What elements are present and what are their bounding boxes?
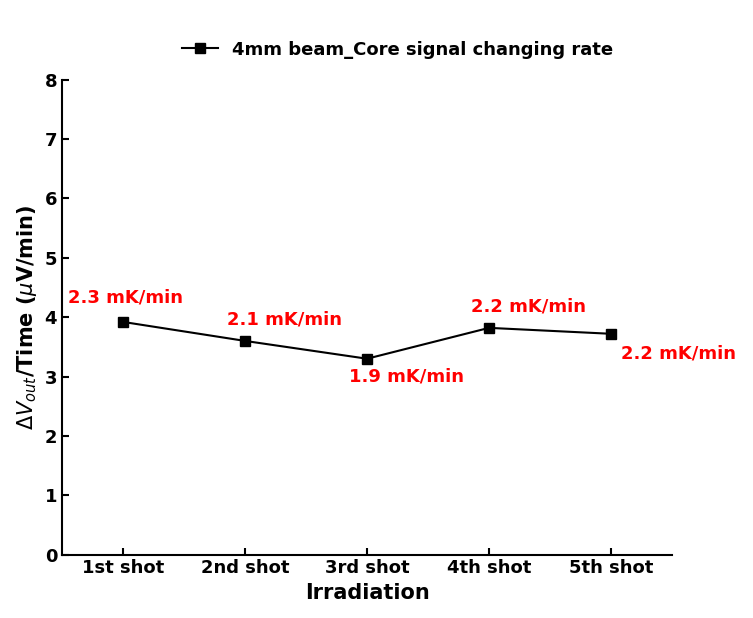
Text: 1.9 mK/min: 1.9 mK/min	[349, 367, 464, 385]
Text: 2.3 mK/min: 2.3 mK/min	[68, 289, 183, 307]
Text: 2.2 mK/min: 2.2 mK/min	[620, 345, 736, 363]
Text: 2.1 mK/min: 2.1 mK/min	[227, 310, 342, 328]
X-axis label: Irradiation: Irradiation	[305, 583, 429, 603]
Text: 2.2 mK/min: 2.2 mK/min	[471, 297, 586, 315]
Legend: 4mm beam_Core signal changing rate: 4mm beam_Core signal changing rate	[175, 33, 620, 66]
Y-axis label: $\Delta V_{out}$/Time ($\mu$V/min): $\Delta V_{out}$/Time ($\mu$V/min)	[15, 205, 39, 430]
